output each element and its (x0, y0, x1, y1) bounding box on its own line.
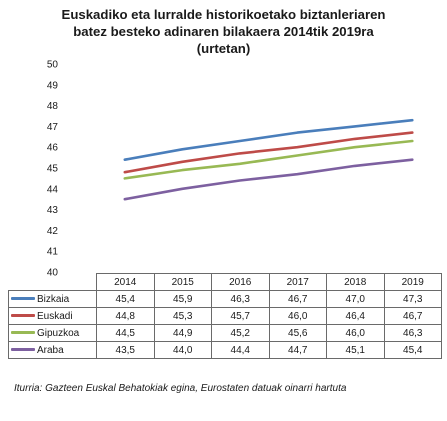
y-tick-label: 41 (47, 247, 59, 258)
y-tick-label: 46 (47, 143, 59, 154)
legend-entry: Gipuzkoa (8, 324, 97, 342)
x-tick-label: 2017 (268, 273, 327, 291)
series-line-euskadi (123, 131, 414, 174)
data-label: 46,3 (383, 324, 442, 342)
data-label: 46,7 (268, 290, 327, 308)
legend-label: Euskadi (37, 310, 73, 322)
series-line-bizkaia (123, 118, 414, 161)
data-label: 44,4 (211, 341, 270, 359)
legend-entry: Bizkaia (8, 290, 97, 308)
data-label: 45,1 (326, 341, 385, 359)
data-label: 44,0 (153, 341, 212, 359)
data-label: 45,3 (153, 307, 212, 325)
data-label: 45,7 (211, 307, 270, 325)
x-tick-label: 2015 (153, 273, 212, 291)
y-tick-label: 50 (47, 60, 59, 71)
data-label: 47,0 (326, 290, 385, 308)
data-label: 45,6 (268, 324, 327, 342)
legend-label: Bizkaia (37, 293, 70, 305)
legend-swatch (11, 297, 35, 301)
title-line-3: (urtetan) (196, 41, 251, 56)
data-table: 2014 2015 2016 2017 2018 2019 Bizkaia 45,4 45,9 4… (8, 273, 442, 359)
x-tick-label: 2019 (383, 273, 442, 291)
y-tick-label: 44 (47, 184, 59, 195)
legend-label: Gipuzkoa (37, 327, 80, 339)
chart-title: Euskadiko eta lurralde historikoetako bi… (0, 6, 447, 57)
legend-entry: Araba (8, 341, 97, 359)
data-label: 44,5 (96, 324, 155, 342)
x-tick-label: 2014 (96, 273, 155, 291)
legend-swatch (11, 331, 35, 335)
series-line-araba (123, 158, 414, 201)
data-label: 43,5 (96, 341, 155, 359)
table-header-row: 2014 2015 2016 2017 2018 2019 (8, 273, 442, 291)
y-tick-label: 40 (47, 268, 59, 279)
data-label: 44,7 (268, 341, 327, 359)
series-line-gipuzkoa (123, 139, 414, 180)
source-note: Iturria: Gazteen Euskal Behatokiak egina… (14, 383, 347, 394)
data-label: 45,2 (211, 324, 270, 342)
y-tick-label: 43 (47, 205, 59, 216)
table-row: Bizkaia 45,4 45,9 46,3 46,7 47,0 47,3 (8, 290, 442, 308)
data-label: 45,9 (153, 290, 212, 308)
data-label: 46,4 (326, 307, 385, 325)
table-row: Araba 43,5 44,0 44,4 44,7 45,1 45,4 (8, 341, 442, 359)
y-tick-label: 48 (47, 101, 59, 112)
legend-label: Araba (37, 344, 64, 356)
title-line-1: Euskadiko eta lurralde historikoetako bi… (61, 7, 386, 22)
y-tick-label: 47 (47, 122, 59, 133)
y-tick-label: 42 (47, 226, 59, 237)
legend-swatch (11, 314, 35, 318)
data-label: 46,3 (211, 290, 270, 308)
data-label: 46,7 (383, 307, 442, 325)
y-tick-label: 49 (47, 80, 59, 91)
data-label: 47,3 (383, 290, 442, 308)
data-label: 46,0 (268, 307, 327, 325)
table-row: Euskadi 44,8 45,3 45,7 46,0 46,4 46,7 (8, 307, 442, 325)
data-label: 45,4 (383, 341, 442, 359)
table-row: Gipuzkoa 44,5 44,9 45,2 45,6 46,0 46,3 (8, 324, 442, 342)
y-tick-label: 45 (47, 164, 59, 175)
data-label: 44,8 (96, 307, 155, 325)
title-line-2: batez besteko adinaren bilakaera 2014tik… (73, 24, 374, 39)
data-label: 45,4 (96, 290, 155, 308)
legend-swatch (11, 348, 35, 352)
x-tick-label: 2018 (326, 273, 385, 291)
data-label: 44,9 (153, 324, 212, 342)
data-label: 46,0 (326, 324, 385, 342)
legend-entry: Euskadi (8, 307, 97, 325)
table-corner (8, 273, 97, 291)
x-tick-label: 2016 (211, 273, 270, 291)
